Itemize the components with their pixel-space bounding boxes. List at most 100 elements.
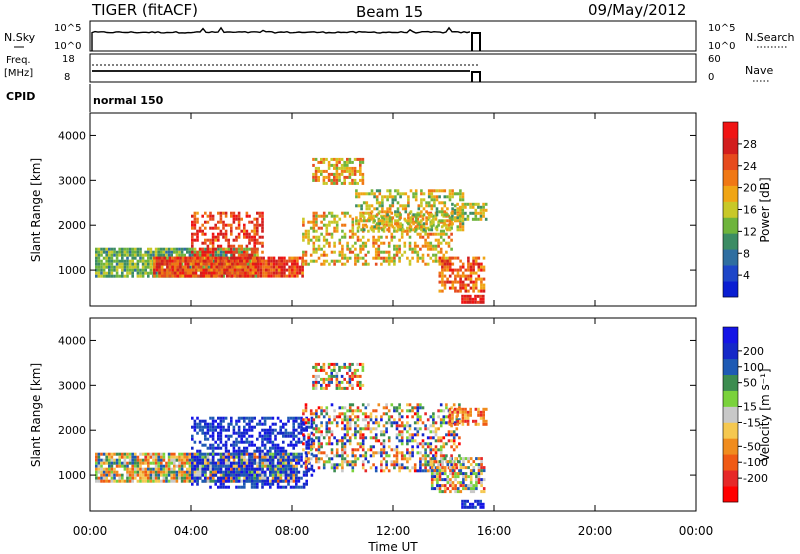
power-cell [128, 265, 132, 269]
velocity-cell [302, 461, 306, 465]
power-cell [354, 253, 357, 257]
power-cell [248, 241, 251, 245]
power-cell [343, 232, 347, 236]
power-cell [471, 217, 475, 221]
velocity-cell [466, 416, 470, 420]
velocity-cell [443, 484, 447, 488]
power-cell [186, 250, 189, 254]
velocity-cell [385, 421, 388, 425]
power-cell [356, 256, 360, 260]
velocity-cell [191, 467, 194, 471]
velocity-cell [282, 452, 285, 456]
power-cell [160, 268, 164, 272]
velocity-cell [217, 458, 220, 462]
velocity-cell [186, 467, 189, 471]
velocity-cell [152, 473, 155, 477]
velocity-cell [105, 458, 108, 462]
velocity-cell [292, 434, 295, 438]
velocity-cell [472, 472, 476, 476]
velocity-cell [348, 409, 352, 413]
power-cell [448, 259, 452, 263]
power-cell [175, 253, 179, 257]
cpid-value: normal 150 [93, 94, 164, 107]
velocity-cell [243, 461, 246, 465]
power-cell [191, 226, 194, 230]
velocity-cell [224, 464, 228, 468]
power-cell [290, 259, 294, 263]
power-cell [335, 175, 339, 179]
power-cell [197, 268, 200, 272]
velocity-cell [451, 419, 454, 423]
power-cell [459, 228, 462, 232]
power-cell [422, 228, 426, 232]
power-cell [205, 256, 208, 260]
power-cell [312, 244, 316, 248]
velocity-cell [398, 430, 401, 434]
velocity-cell [330, 433, 334, 437]
velocity-cell [240, 485, 243, 489]
power-cell [126, 262, 129, 266]
power-cell [368, 219, 371, 223]
power-cell [374, 238, 378, 242]
power-cell [351, 217, 355, 221]
velocity-cell [232, 452, 236, 456]
power-cell [327, 160, 331, 164]
velocity-cell [348, 383, 352, 387]
velocity-cell [456, 487, 460, 491]
velocity-colorbar-tick-label: -15 [743, 416, 761, 429]
velocity-cell [287, 434, 290, 438]
velocity-cell [374, 439, 378, 443]
power-cell [144, 253, 147, 257]
velocity-cell [219, 458, 223, 462]
velocity-cell [157, 452, 160, 456]
velocity-cell [436, 466, 439, 470]
velocity-cell [222, 419, 225, 423]
power-cell [320, 226, 323, 230]
power-cell [356, 253, 360, 257]
power-cell [115, 268, 119, 272]
velocity-cell [442, 442, 446, 446]
velocity-cell [196, 476, 199, 480]
velocity-cell [430, 472, 434, 476]
velocity-cell [335, 442, 339, 446]
velocity-cell [144, 473, 147, 477]
power-cell [338, 157, 341, 161]
velocity-cell [328, 430, 331, 434]
power-cell [227, 247, 231, 251]
power-cell [136, 253, 140, 257]
velocity-cell [451, 484, 455, 488]
velocity-cell [250, 458, 254, 462]
velocity-cell [269, 446, 272, 450]
power-cell [102, 256, 106, 260]
power-cell [430, 189, 434, 193]
power-cell [434, 238, 438, 242]
velocity-cell [149, 455, 153, 459]
power-cell [439, 241, 443, 245]
power-cell [162, 253, 166, 257]
power-cell [170, 247, 173, 251]
radar-title: TIGER (fitACF) [91, 1, 198, 19]
velocity-cell [232, 464, 236, 468]
velocity-cell [263, 452, 267, 456]
power-cell [357, 225, 361, 229]
power-cell [149, 250, 153, 254]
power-cell [236, 271, 239, 275]
power-cell [184, 262, 187, 266]
power-cell [346, 211, 349, 215]
power-cell [118, 250, 121, 254]
power-cell [288, 265, 291, 269]
velocity-cell [191, 437, 194, 441]
power-cell [479, 208, 483, 212]
power-cell [426, 262, 430, 266]
velocity-cell [317, 445, 321, 449]
power-cell [419, 232, 422, 236]
power-cell [409, 225, 413, 229]
velocity-cell [269, 470, 272, 474]
velocity-cell [477, 481, 481, 485]
power-cell [179, 274, 182, 278]
velocity-cell [380, 448, 383, 452]
power-cell [372, 241, 375, 245]
velocity-cell [256, 422, 259, 426]
power-cell [181, 268, 185, 272]
power-cell [472, 286, 475, 290]
